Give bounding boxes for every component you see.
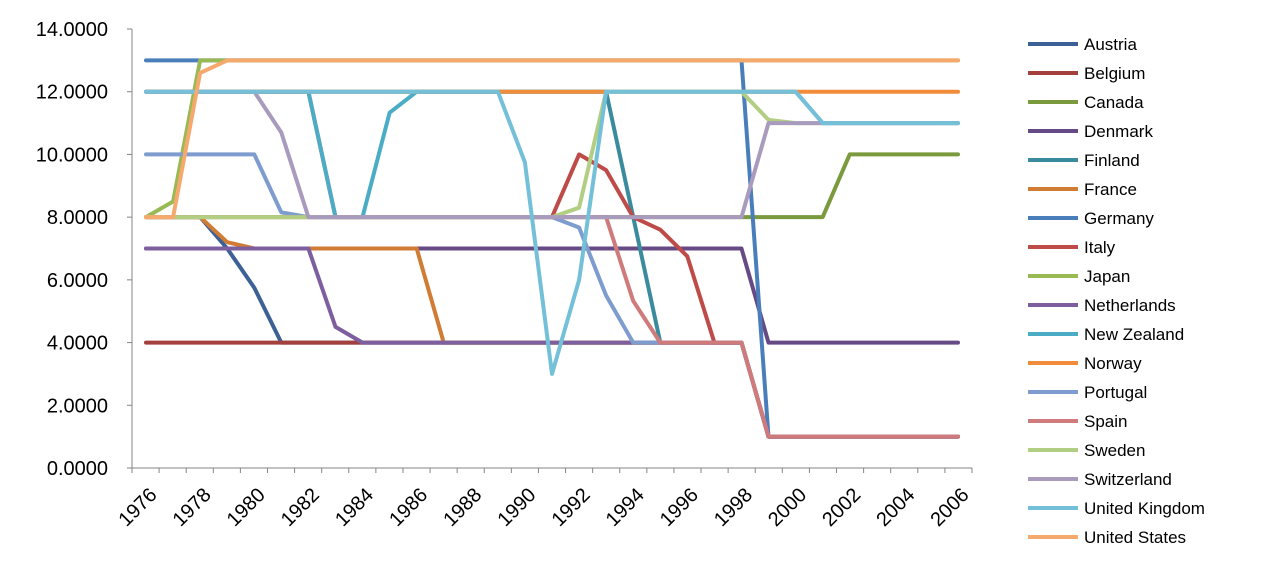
x-tick-label: 1984: [331, 484, 378, 531]
y-tick-label: 0.0000: [47, 458, 108, 480]
y-tick-label: 12.0000: [36, 82, 108, 104]
x-tick-label: 1982: [277, 484, 324, 531]
legend-label: Norway: [1084, 354, 1142, 373]
series-line-belgium: [144, 340, 960, 439]
x-tick-label: 1976: [115, 484, 162, 531]
x-tick-label: 2002: [818, 484, 865, 531]
series-line-denmark: [144, 246, 960, 345]
legend-label: France: [1084, 180, 1137, 199]
axes: [131, 29, 972, 469]
x-tick-label: 1996: [656, 484, 703, 531]
legend-label: Portugal: [1084, 383, 1147, 402]
legend-label: Japan: [1084, 267, 1130, 286]
y-tick-label: 2.0000: [47, 395, 108, 417]
y-tick-label: 10.0000: [36, 144, 108, 166]
legend-label: United States: [1084, 528, 1186, 547]
series-line-japan: [144, 58, 960, 220]
x-tick-label: 1990: [493, 484, 540, 531]
legend-label: Sweden: [1084, 441, 1145, 460]
x-tick-label: 1994: [602, 484, 649, 531]
x-tick-label: 1992: [548, 484, 595, 531]
series-line-united-states: [144, 58, 960, 220]
series-line-switzerland: [144, 89, 960, 220]
y-tick-label: 6.0000: [47, 270, 108, 292]
x-tick-label: 1988: [439, 484, 486, 531]
legend-label: Finland: [1084, 151, 1140, 170]
legend-label: Denmark: [1084, 122, 1153, 141]
y-tick-label: 14.0000: [36, 19, 108, 41]
legend-label: Netherlands: [1084, 296, 1176, 315]
legend-label: Canada: [1084, 93, 1144, 112]
series-line-portugal: [144, 152, 960, 439]
x-ticks: 1976 1978 1980 1982 1984 1986 1988 1990 1992 1994…: [115, 468, 974, 531]
x-tick-label: 2006: [927, 484, 974, 531]
series-line-italy: [144, 89, 960, 439]
y-ticks: 0.0000 2.0000 4.0000 6.0000 8.0000 10.0000 12.…: [36, 19, 132, 480]
legend-label: Spain: [1084, 412, 1127, 431]
legend-label: Germany: [1084, 209, 1154, 228]
x-tick-label: 1980: [223, 484, 270, 531]
legend-label: Belgium: [1084, 64, 1145, 83]
x-tick-label: 1986: [385, 484, 432, 531]
legend-label: Austria: [1084, 35, 1137, 54]
y-tick-label: 8.0000: [47, 207, 108, 229]
y-tick-label: 4.0000: [47, 333, 108, 355]
x-tick-label: 2004: [872, 484, 919, 531]
legend: Austria Belgium Canada Denmark Finland France…: [1028, 35, 1205, 547]
legend-label: New Zealand: [1084, 325, 1184, 344]
series-line-united-kingdom: [144, 89, 960, 376]
legend-label: Switzerland: [1084, 470, 1172, 489]
x-tick-label: 1978: [169, 484, 216, 531]
legend-label: United Kingdom: [1084, 499, 1205, 518]
x-tick-label: 2000: [764, 484, 811, 531]
series-line-finland: [144, 89, 960, 439]
legend-label: Italy: [1084, 238, 1116, 257]
x-tick-label: 1998: [710, 484, 757, 531]
series-lines: [144, 58, 960, 439]
